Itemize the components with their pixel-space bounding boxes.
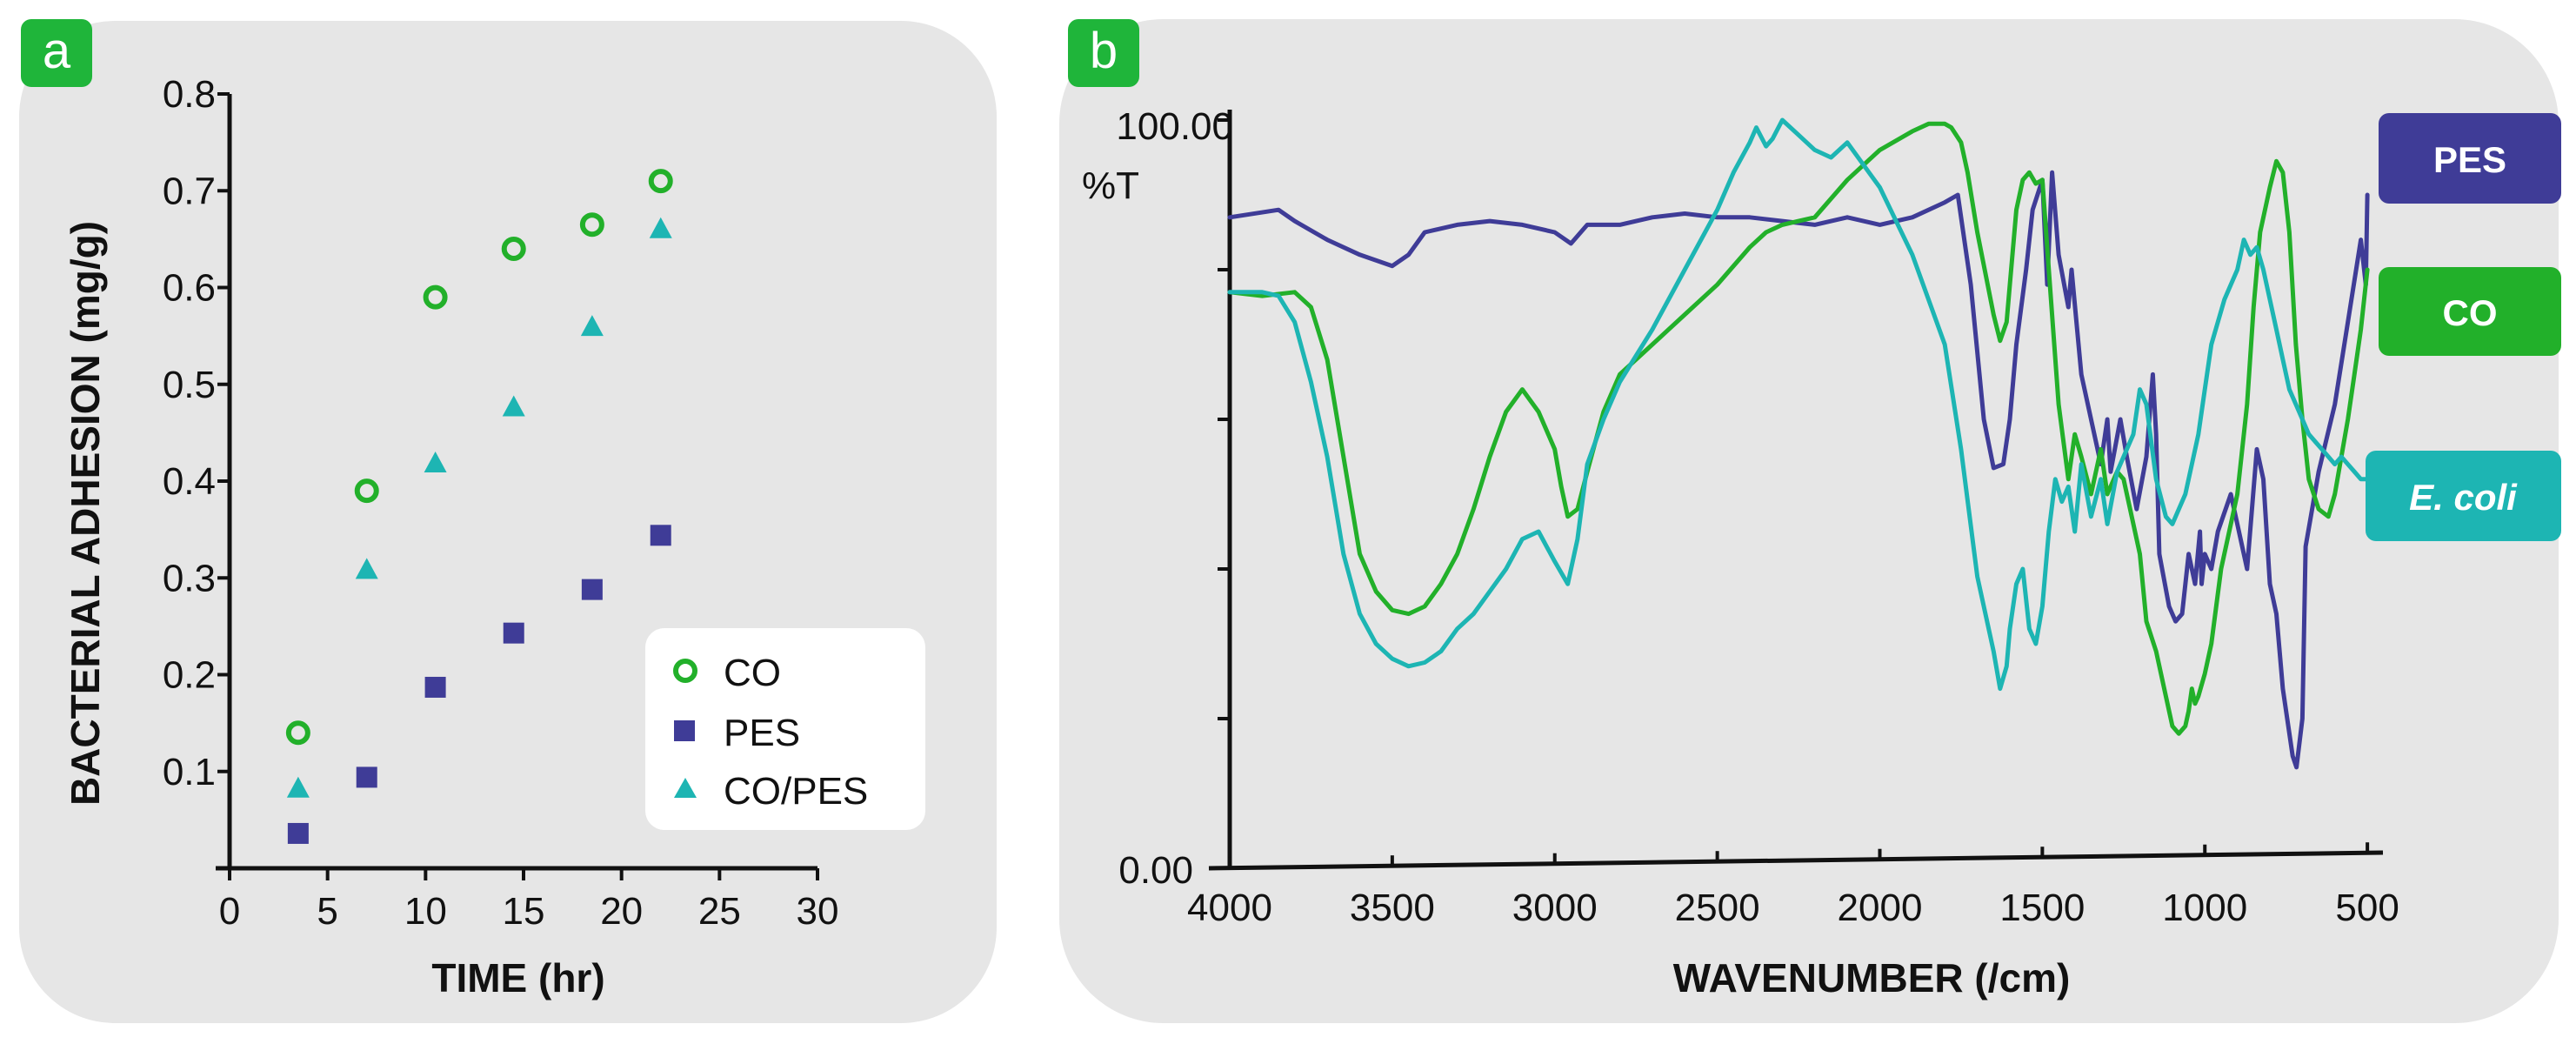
point-co	[579, 212, 604, 238]
legend-co-label: CO	[724, 652, 781, 694]
panel-b-x-tick-label: 3000	[1512, 887, 1598, 929]
panel-b-x-tick-label: 2000	[1838, 887, 1923, 929]
legend-co-marker	[673, 659, 697, 683]
panel-a-y-tick-label: 0.4	[163, 460, 216, 503]
point-co-pes	[355, 558, 378, 579]
panel-a-y-tick-label: 0.3	[163, 557, 216, 599]
point-pes	[287, 822, 309, 844]
panel-a-y-tick-labels: 0.1 0.2 0.3 0.4 0.5 0.6 0.7 0.8	[163, 73, 230, 793]
legend-pes-box-label: PES	[2433, 139, 2506, 180]
panel-a-y-tick-label: 0.2	[163, 654, 216, 697]
panel-a-x-tick-labels: 0 5 10 15 20 25 30	[219, 868, 839, 933]
point-co-pes	[649, 217, 672, 238]
panel-b-x-tick-label: 4000	[1187, 887, 1272, 929]
legend-ecoli-box	[2366, 451, 2561, 541]
panel-b-y-bottom-label: 0.00	[1118, 849, 1193, 892]
panel-b-x-tick-labels: 4000 3500 3000 2500 2000 1500 1000 500	[1187, 842, 2399, 929]
point-co	[648, 169, 673, 194]
panel-a-y-tick-label: 0.6	[163, 267, 216, 310]
panel-b-y-unit-label: %T	[1082, 164, 1139, 207]
point-co	[285, 720, 310, 746]
panel-b-x-tick-label: 500	[2335, 887, 2399, 929]
panel-a-x-axis-title: TIME (hr)	[431, 955, 604, 1000]
panel-a-y-axis-title: BACTERIAL ADHESION (mg/g)	[63, 221, 108, 806]
panel-b-x-tick-label: 3500	[1350, 887, 1435, 929]
point-pes	[581, 579, 603, 600]
point-co	[423, 284, 448, 310]
panel-a-legend-box	[645, 628, 925, 830]
legend-co-pes-marker	[674, 778, 697, 798]
legend-co-pes-label: CO/PES	[724, 770, 868, 813]
panel-a-x-tick-label: 15	[503, 890, 545, 933]
point-co-pes	[424, 451, 447, 472]
panel-a-x-tick-label: 25	[698, 890, 741, 933]
panel-a-tag	[21, 19, 92, 87]
panel-b-x-tick-label: 1000	[2162, 887, 2247, 929]
panel-b-x-axis-title: WAVENUMBER (/cm)	[1673, 955, 2071, 1000]
panel-a-x-tick-label: 10	[404, 890, 447, 933]
point-co	[354, 478, 379, 504]
point-co-pes	[286, 776, 310, 798]
panel-a-y-tick-label: 0.8	[163, 73, 216, 116]
panel-b-x-axis-line	[1208, 850, 2384, 871]
panel-a-x-tick-label: 20	[600, 890, 643, 933]
legend-co-box-label: CO	[2443, 292, 2498, 333]
point-co-pes	[502, 395, 525, 417]
panel-b-tag	[1068, 19, 1139, 87]
legend-pes-box	[2379, 113, 2561, 204]
panel-b-axes	[1208, 110, 2384, 871]
panel-b-x-tick-label: 1500	[1999, 887, 2085, 929]
legend-ecoli-box-label: E. coli	[2409, 477, 2518, 518]
panel-a-data-points	[285, 169, 673, 844]
point-pes	[503, 622, 524, 644]
legend-co-box	[2379, 267, 2561, 356]
spectrum-ecoli-line	[1227, 117, 2370, 692]
panel-b-y-top-label: 100.00	[1116, 105, 1233, 148]
legend-pes-label: PES	[724, 712, 800, 754]
spectrum-co-line	[1227, 121, 2370, 736]
panel-a-y-tick-label: 0.1	[163, 751, 216, 793]
panel-a-x-tick-label: 30	[797, 890, 839, 933]
panel-b-tag-label: b	[1090, 23, 1118, 79]
panel-b-spectra	[1227, 117, 2370, 770]
panel-a-x-tick-label: 0	[219, 890, 240, 933]
point-pes	[424, 676, 446, 698]
panel-b-x-tick-label: 2500	[1675, 887, 1760, 929]
panel-a-y-tick-label: 0.7	[163, 170, 216, 212]
panel-a-tag-label: a	[43, 23, 71, 79]
point-co-pes	[580, 315, 604, 337]
panel-b-background	[1059, 19, 2559, 1023]
point-co	[501, 237, 526, 261]
panel-a-x-tick-label: 5	[317, 890, 337, 933]
panel-a-legend: CO PES CO/PES	[673, 652, 868, 813]
legend-pes-marker	[674, 720, 695, 741]
point-pes	[356, 766, 377, 788]
spectrum-pes-line	[1227, 170, 2370, 770]
panel-a-y-tick-label: 0.5	[163, 364, 216, 406]
point-pes	[650, 525, 671, 546]
